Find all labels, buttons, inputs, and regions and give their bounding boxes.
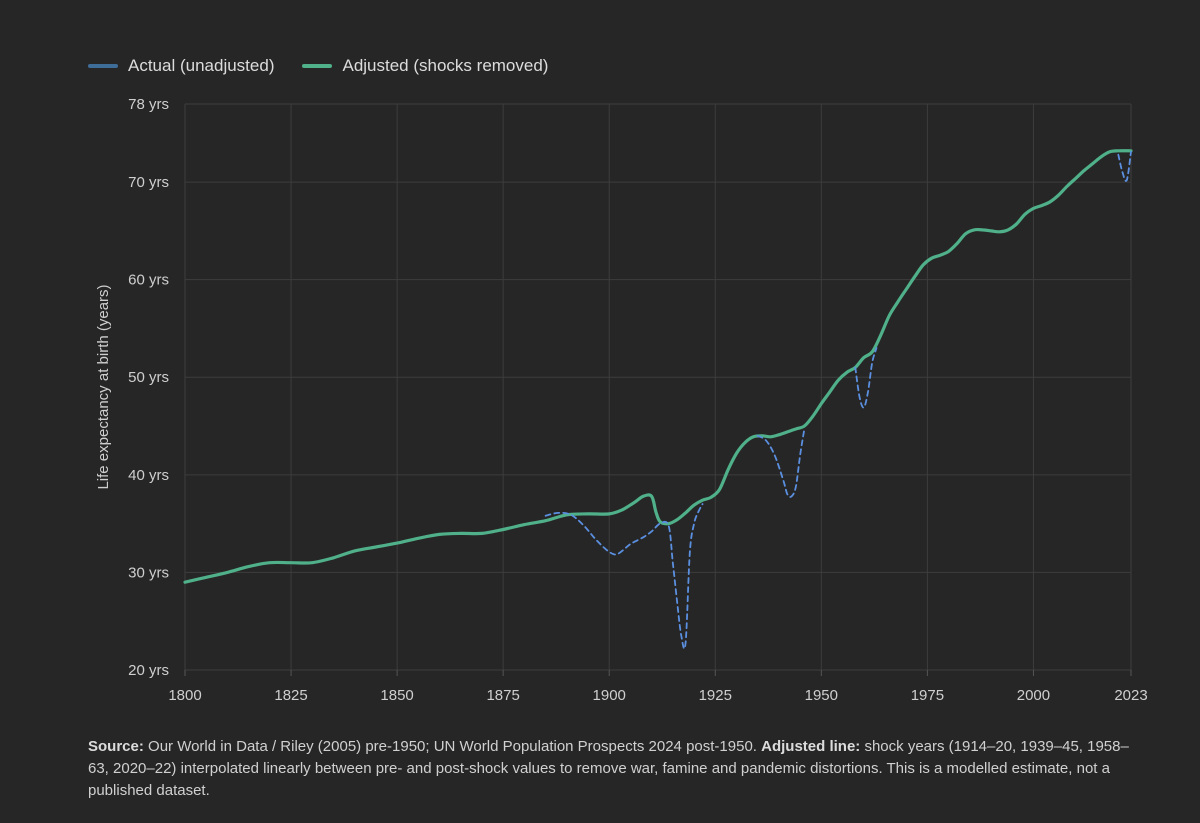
- x-tick-label: 2000: [1017, 687, 1050, 704]
- x-tick-label: 1975: [911, 687, 944, 704]
- legend-swatch-actual: [88, 64, 118, 68]
- footnote-adjusted-text: shock years (1914–20, 1939–45, 1958–63, …: [88, 738, 1129, 799]
- legend-swatch-adjusted: [302, 64, 333, 68]
- x-tick-label: 2023: [1114, 687, 1147, 704]
- axes: 1800 1825 1850 1875 1900 1925 1950 1975 2000 2023…: [128, 96, 1148, 704]
- grid: [184, 103, 1132, 671]
- series-line-actual: [1117, 150, 1132, 182]
- legend-item-actual[interactable]: Actual (unadjusted): [88, 56, 274, 76]
- series-lines: [183, 149, 1133, 650]
- legend-item-adjusted[interactable]: Adjusted (shocks removed): [302, 56, 548, 76]
- y-tick-label: 30 yrs: [128, 564, 169, 581]
- x-tick-label: 1900: [593, 687, 626, 704]
- y-tick-label: 60 yrs: [128, 272, 169, 289]
- y-tick-label: 40 yrs: [128, 467, 169, 484]
- series-line-actual: [854, 347, 878, 409]
- x-tick-label: 1875: [486, 687, 519, 704]
- x-tick-label: 1800: [168, 687, 201, 704]
- y-tick-label: 70 yrs: [128, 174, 169, 191]
- series-line-actual: [544, 503, 704, 650]
- life-expectancy-chart: 1800 1825 1850 1875 1900 1925 1950 1975 2000 2023…: [95, 96, 1148, 704]
- x-tick-label: 1925: [699, 687, 732, 704]
- chart-legend: Actual (unadjusted) Adjusted (shocks rem…: [88, 56, 548, 76]
- y-tick-label: 50 yrs: [128, 369, 169, 386]
- legend-label-adjusted: Adjusted (shocks removed): [342, 56, 549, 75]
- x-tick-label: 1950: [805, 687, 838, 704]
- x-tick-label: 1850: [380, 687, 413, 704]
- y-axis-label: Life expectancy at birth (years): [95, 284, 112, 489]
- legend-label-actual: Actual (unadjusted): [128, 56, 275, 75]
- footnote-adjusted-label: Adjusted line:: [761, 738, 861, 755]
- y-tick-label: 20 yrs: [128, 662, 169, 679]
- source-footnote: Source: Our World in Data / Riley (2005)…: [88, 736, 1148, 802]
- x-tick-label: 1825: [274, 687, 307, 704]
- footnote-source-label: Source:: [88, 738, 144, 755]
- footnote-source-text: Our World in Data / Riley (2005) pre-195…: [143, 738, 762, 755]
- series-line-adjusted: [183, 149, 1133, 584]
- series-line-actual: [756, 428, 806, 498]
- y-tick-label: 78 yrs: [128, 96, 169, 113]
